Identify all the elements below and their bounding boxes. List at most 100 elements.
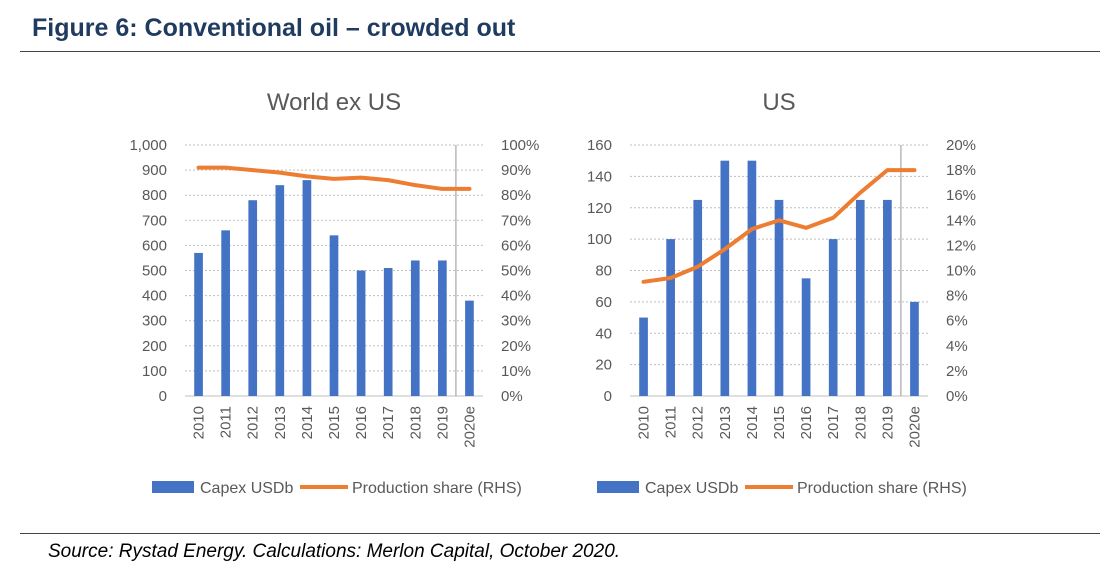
x-axis-tick-label: 2018 (852, 406, 869, 439)
bar-2017 (828, 239, 838, 396)
figure-title: Figure 6: Conventional oil – crowded out (32, 14, 516, 42)
right-axis-tick-label: 0% (501, 388, 523, 405)
left-axis-tick-label: 60 (595, 294, 612, 311)
right-axis-tick-label: 10% (501, 363, 531, 380)
x-axis-tick-label: 2013 (717, 406, 734, 439)
bar-2010 (639, 317, 648, 396)
bar-2015 (774, 199, 784, 396)
left-axis-tick-label: 80 (595, 263, 612, 280)
right-axis-tick-label: 60% (501, 237, 531, 254)
production-share-line (641, 168, 917, 284)
x-axis-tick-label: 2018 (407, 406, 424, 439)
right-axis-tick-label: 0% (946, 388, 968, 405)
right-axis-tick-label: 20% (501, 338, 531, 355)
right-axis-tick-label: 6% (946, 313, 968, 330)
left-axis-tick-label: 500 (142, 263, 167, 280)
top-divider (20, 51, 1100, 52)
bar-2012 (693, 199, 703, 396)
right-axis-tick-label: 70% (501, 212, 531, 229)
left-axis-tick-label: 100 (587, 231, 612, 248)
left-axis-tick-label: 600 (142, 237, 167, 254)
x-axis-tick-label: 2017 (825, 406, 842, 439)
left-axis-tick-label: 40 (595, 325, 612, 342)
bar-2016 (801, 278, 811, 396)
chart-title: World ex US (267, 89, 401, 116)
right-axis-tick-label: 80% (501, 187, 531, 204)
chart-world-ex-us: World ex US 0 100 200 300 400 500 600 700 800 900 1… (129, 89, 539, 497)
legend-line-label: Production share (RHS) (352, 480, 522, 497)
left-axis-tick-label: 300 (142, 313, 167, 330)
right-axis-tick-label: 30% (501, 313, 531, 330)
x-axis-tick-label: 2017 (380, 406, 397, 439)
bar-2015 (329, 235, 339, 396)
chart-title: US (762, 89, 795, 116)
left-axis-tick-label: 100 (142, 363, 167, 380)
production-share-line (196, 165, 472, 191)
legend-bar-swatch (597, 481, 639, 493)
bar-2014 (747, 160, 757, 396)
x-axis-tick-label: 2019 (434, 406, 451, 439)
bar-2016 (356, 270, 366, 396)
bar-2012 (248, 200, 258, 396)
left-axis-tick-label: 400 (142, 288, 167, 305)
right-axis-tick-label: 40% (501, 288, 531, 305)
bar-2018 (855, 199, 865, 396)
bar-2010 (194, 252, 203, 396)
right-axis-tick-label: 10% (946, 263, 976, 280)
bar-2014 (302, 180, 312, 396)
left-axis-tick-label: 700 (142, 212, 167, 229)
left-axis-tick-label: 800 (142, 187, 167, 204)
left-axis-tick-label: 200 (142, 338, 167, 355)
x-axis-tick-label: 2011 (663, 406, 680, 438)
x-axis-tick-label: 2014 (744, 406, 761, 439)
legend-bar-label: Capex USDb (645, 480, 738, 497)
x-axis-tick-label: 2011 (218, 406, 235, 438)
right-axis-tick-label: 12% (946, 237, 976, 254)
x-axis-tick-label: 2013 (272, 406, 289, 439)
left-axis-tick-label: 1,000 (129, 137, 167, 154)
right-axis-tick-label: 18% (946, 162, 976, 179)
left-axis-tick-label: 120 (587, 200, 612, 217)
x-axis-tick-label: 2010 (191, 406, 208, 439)
x-axis-tick-label: 2016 (798, 406, 815, 439)
x-axis-tick-label: 2012 (690, 406, 707, 439)
bar-2013 (720, 160, 730, 396)
left-axis-tick-label: 900 (142, 162, 167, 179)
right-axis-tick-label: 16% (946, 187, 976, 204)
x-axis-tick-label: 2010 (636, 406, 653, 439)
x-axis-tick-label: 2019 (879, 406, 896, 439)
left-axis-tick-label: 160 (587, 137, 612, 154)
right-axis-tick-label: 14% (946, 212, 976, 229)
chart-us: US 0 20 40 60 80 100 120 140 160 0% 2% 4% 6% 8% 10% 12% 1… (587, 89, 976, 497)
bar-2019 (883, 199, 892, 396)
right-axis-tick-label: 50% (501, 263, 531, 280)
x-axis-tick-label: 2020e (906, 406, 923, 448)
bar-2018 (410, 260, 420, 396)
x-axis-tick-label: 2015 (771, 406, 788, 439)
bar-2011 (221, 230, 230, 396)
legend-bar-label: Capex USDb (200, 480, 293, 497)
left-axis-tick-label: 140 (587, 168, 612, 185)
bottom-divider (20, 533, 1100, 534)
bar-2019 (438, 260, 447, 396)
bar-2011 (666, 239, 675, 396)
right-axis-tick-label: 8% (946, 288, 968, 305)
bar-2017 (383, 267, 393, 396)
x-axis-tick-label: 2020e (461, 406, 478, 448)
right-axis-tick-label: 2% (946, 363, 968, 380)
x-axis-tick-label: 2014 (299, 406, 316, 439)
right-axis-tick-label: 20% (946, 137, 976, 154)
x-axis-tick-label: 2012 (245, 406, 262, 439)
source-note: Source: Rystad Energy. Calculations: Mer… (48, 541, 621, 562)
right-axis-tick-label: 4% (946, 338, 968, 355)
x-axis-tick-label: 2016 (353, 406, 370, 439)
right-axis-tick-label: 100% (501, 137, 539, 154)
legend-line-label: Production share (RHS) (797, 480, 967, 497)
left-axis-tick-label: 0 (604, 388, 612, 405)
left-axis-tick-label: 0 (159, 388, 167, 405)
bar-2020e (465, 300, 474, 396)
legend-bar-swatch (152, 481, 194, 493)
left-axis-tick-label: 20 (595, 357, 612, 374)
bar-2013 (275, 185, 285, 396)
x-axis-tick-label: 2015 (326, 406, 343, 439)
